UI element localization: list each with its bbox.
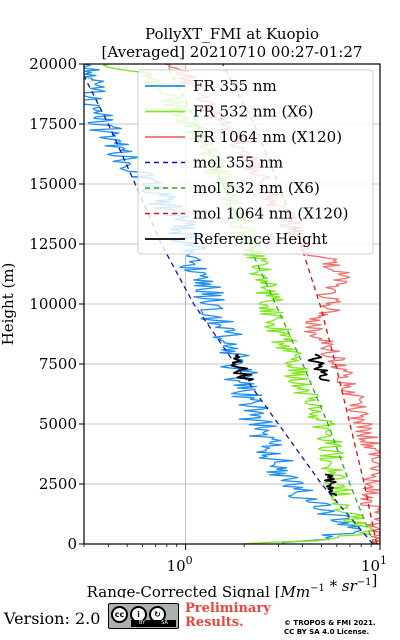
legend-label: mol 532 nm (X6) [193,179,320,197]
version-label: Version: 2.0 [4,609,101,628]
x-axis-label: Range-Corrected Signal [Mm−1 * sr−1] [87,571,378,598]
chart-title-line-1: PollyXT_FMI at Kuopio [145,25,319,43]
y-tick-label: 17500 [29,115,77,133]
legend-label: mol 1064 nm (X120) [193,205,348,223]
legend-box [137,69,374,255]
cc-icon: cc [111,606,128,623]
cc-license-strip: BY SA [131,620,176,627]
legend-label: Reference Height [193,230,327,248]
copyright-notice: © TROPOS & FMI 2021. CC BY SA 4.0 Licens… [284,619,376,637]
cc-sa-label: SA [161,620,168,626]
preliminary-results-note: Preliminary Results. [185,602,271,630]
series-line-mol-355-nm [84,75,374,544]
series-line-reference-height [230,353,254,382]
y-tick-label: 5000 [39,415,77,433]
y-tick-label: 7500 [39,355,77,373]
footer: Version: 2.0 cc i ↻ BY SA Preliminary Re… [0,598,400,640]
y-tick-label: 0 [67,535,77,553]
y-tick-label: 15000 [29,175,77,193]
series-line-fr-355-nm [84,64,362,544]
y-axis-label: Height (m) [0,263,17,346]
copyright-line-1: © TROPOS & FMI 2021. [284,619,376,627]
y-tick-label: 12500 [29,235,77,253]
legend-label: mol 355 nm [193,154,283,172]
x-tick-label: 100 [167,554,193,575]
preliminary-line-2: Results. [185,615,244,630]
series-line-reference-height [307,353,330,382]
cc-license-badge: cc i ↻ BY SA [108,603,179,629]
plot-frame [83,63,381,545]
y-tick-label: 2500 [39,475,77,493]
chart: PollyXT_FMI at Kuopio [Averaged] 2021071… [0,25,387,598]
cc-by-label: BY [139,620,146,626]
legend-label: FR 532 nm (X6) [193,103,313,121]
series-line-reference-height [323,473,337,497]
legend: FR 355 nm FR 532 nm (X6) FR 1064 nm (X120)… [137,69,374,255]
legend-label: FR 1064 nm (X120) [193,128,342,146]
legend-label: FR 355 nm [193,77,277,95]
preliminary-line-1: Preliminary [185,601,271,616]
y-tick-label: 20000 [29,55,77,73]
copyright-line-2: CC BY SA 4.0 License. [284,628,370,636]
chart-title-line-2: [Averaged] 20210710 00:27-01:27 [102,43,363,61]
y-tick-label: 10000 [29,295,77,313]
